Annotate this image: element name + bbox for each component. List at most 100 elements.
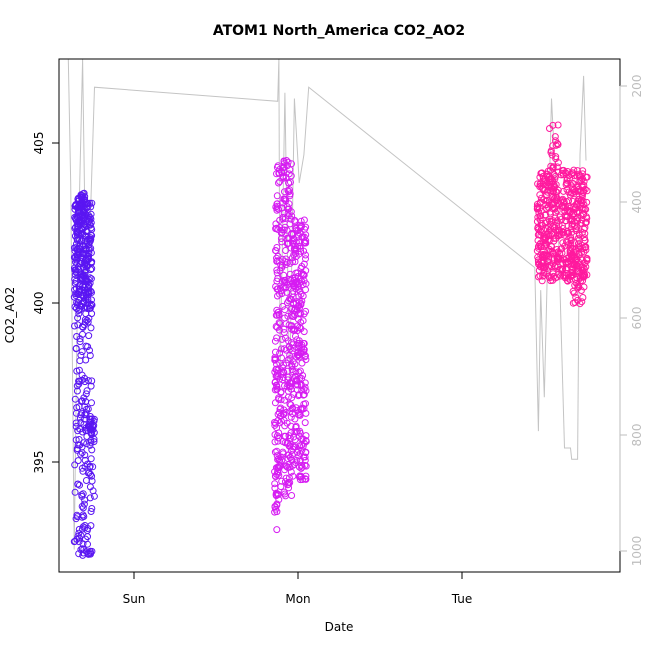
- data-point: [87, 219, 95, 227]
- data-point: [90, 438, 98, 446]
- data-point: [302, 255, 309, 263]
- data-point: [298, 461, 306, 469]
- data-point: [580, 225, 588, 233]
- data-point: [82, 356, 90, 364]
- data-point: [297, 380, 305, 388]
- data-point: [300, 453, 308, 461]
- data-point: [273, 244, 281, 251]
- data-point: [560, 198, 568, 206]
- data-point: [72, 436, 80, 444]
- data-point: [292, 299, 300, 307]
- pressure-line-layer: [67, 58, 587, 550]
- data-point: [547, 277, 555, 285]
- data-point: [570, 260, 578, 268]
- data-point: [82, 477, 90, 484]
- data-point: [298, 359, 306, 367]
- data-point: [574, 209, 581, 217]
- data-point: [292, 253, 300, 260]
- data-point: [295, 408, 303, 416]
- data-point: [73, 404, 81, 412]
- data-point: [545, 255, 553, 263]
- data-point: [90, 492, 98, 500]
- data-point: [86, 346, 93, 354]
- data-point: [568, 269, 576, 277]
- data-point: [83, 305, 91, 312]
- data-point: [535, 273, 542, 281]
- data-point: [76, 338, 84, 346]
- data-point: [554, 121, 562, 129]
- data-point: [80, 394, 88, 402]
- data-point: [540, 243, 548, 251]
- data-point: [73, 259, 81, 267]
- data-point: [571, 281, 579, 289]
- data-point: [583, 198, 591, 206]
- data-point: [558, 215, 566, 223]
- data-point: [294, 231, 302, 239]
- data-point: [296, 339, 303, 347]
- data-point: [90, 417, 98, 425]
- data-point: [73, 367, 81, 375]
- data-point: [291, 360, 299, 368]
- data-point: [275, 326, 283, 334]
- data-point: [76, 414, 84, 422]
- data-point: [87, 231, 95, 239]
- data-point: [275, 429, 283, 437]
- data-point: [78, 323, 86, 331]
- data-point: [79, 504, 87, 512]
- data-point: [73, 225, 81, 233]
- data-point: [75, 436, 83, 443]
- data-point: [297, 325, 305, 333]
- data-point: [534, 253, 542, 261]
- data-point: [574, 267, 582, 275]
- data-point: [537, 231, 545, 239]
- data-point: [273, 501, 281, 509]
- x-tick-label-mon: Mon: [285, 592, 310, 606]
- data-point: [79, 190, 87, 198]
- data-point: [87, 470, 94, 478]
- data-point: [543, 178, 551, 186]
- data-point: [576, 177, 584, 184]
- data-points-layer: [70, 121, 591, 559]
- data-point: [85, 281, 93, 289]
- data-point: [77, 546, 85, 554]
- data-point: [71, 303, 79, 311]
- data-point: [288, 304, 296, 312]
- data-point: [272, 203, 280, 211]
- data-point: [83, 405, 91, 413]
- data-point: [71, 537, 79, 545]
- data-point: [294, 348, 302, 356]
- data-point: [271, 386, 279, 394]
- data-point: [300, 340, 308, 347]
- data-point: [579, 197, 587, 205]
- data-point: [280, 406, 288, 414]
- data-point: [72, 244, 80, 252]
- data-point: [271, 448, 279, 456]
- data-point: [75, 538, 83, 546]
- data-point: [553, 246, 561, 253]
- data-point: [72, 256, 80, 264]
- data-point: [568, 244, 576, 252]
- data-point: [280, 195, 288, 203]
- x-tick-label-tue: Tue: [451, 592, 473, 606]
- y2-tick-label-200: 200: [630, 75, 644, 98]
- data-point: [546, 237, 553, 244]
- x-axis-title: Date: [325, 620, 354, 634]
- data-point: [275, 310, 283, 318]
- data-point: [583, 173, 591, 181]
- data-point: [271, 399, 279, 407]
- data-point: [78, 291, 86, 299]
- data-point: [76, 207, 84, 215]
- data-point: [276, 267, 284, 275]
- data-point: [273, 334, 281, 342]
- data-point: [271, 484, 279, 492]
- data-point: [81, 451, 89, 459]
- data-point: [555, 270, 563, 278]
- data-point: [85, 215, 93, 223]
- data-point: [547, 148, 555, 156]
- data-point: [296, 427, 304, 435]
- data-point: [302, 409, 310, 417]
- data-point: [292, 368, 300, 376]
- data-point: [87, 416, 95, 423]
- data-point: [289, 341, 296, 349]
- data-point: [281, 422, 289, 430]
